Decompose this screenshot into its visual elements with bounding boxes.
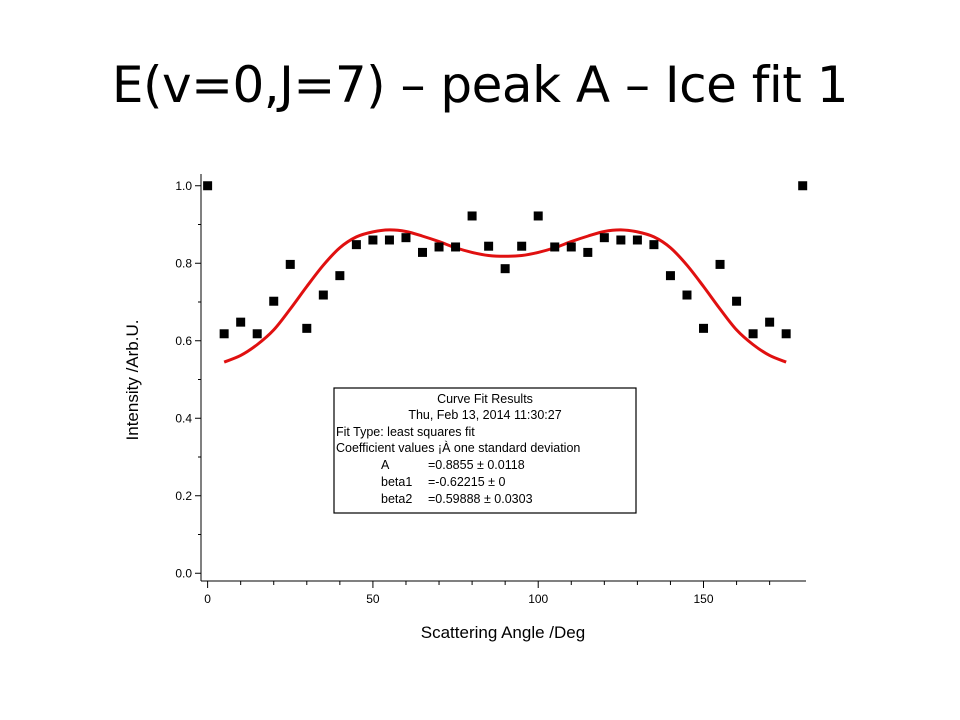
data-point — [384, 235, 394, 245]
data-point — [632, 235, 642, 245]
y-tick-label: 0.2 — [175, 489, 192, 503]
coef-beta1-name: beta1 — [381, 475, 412, 489]
data-point — [781, 329, 791, 339]
y-tick-label: 0.4 — [175, 411, 192, 425]
data-point — [616, 235, 626, 245]
coef-beta2-name: beta2 — [381, 492, 412, 506]
slide-title: E(v=0,J=7) – peak A – Ice fit 1 — [111, 56, 849, 114]
curve-fit-timestamp: Thu, Feb 13, 2014 11:30:27 — [408, 408, 561, 422]
data-point — [682, 290, 692, 300]
y-axis-title: Intensity /Arb.U. — [123, 320, 142, 441]
data-point — [219, 329, 229, 339]
x-tick-label: 50 — [366, 592, 380, 606]
data-point — [368, 235, 378, 245]
data-point — [550, 242, 560, 252]
data-point — [285, 259, 295, 269]
data-point — [351, 240, 361, 250]
data-point — [715, 259, 725, 269]
data-point — [665, 271, 675, 281]
data-point — [533, 211, 543, 221]
data-point — [269, 296, 279, 306]
data-point — [649, 240, 659, 250]
y-tick-label: 0.6 — [175, 334, 192, 348]
curve-fit-coefficient-header: Coefficient values ¡À one standard devia… — [336, 440, 580, 455]
curve-fit-title: Curve Fit Results — [437, 392, 533, 406]
coef-a-name: A — [381, 458, 390, 472]
coef-beta1-value: =-0.62215 ± 0 — [428, 475, 505, 489]
data-point — [335, 271, 345, 281]
data-point — [318, 290, 328, 300]
data-point — [467, 211, 477, 221]
data-point — [302, 323, 312, 333]
data-point — [748, 329, 758, 339]
data-point — [434, 242, 444, 252]
data-point — [252, 329, 262, 339]
coef-a-value: =0.8855 ± 0.0118 — [428, 458, 525, 472]
data-point — [401, 233, 411, 243]
data-point — [203, 181, 213, 191]
data-point — [236, 317, 246, 327]
data-point — [732, 296, 742, 306]
fit-curve-line — [223, 228, 787, 364]
data-point — [566, 242, 576, 252]
data-point — [798, 181, 808, 191]
y-tick-label: 0.8 — [175, 256, 192, 270]
curve-fit-results-box: Curve Fit Results Thu, Feb 13, 2014 11:3… — [333, 387, 637, 514]
curve-fit-type: Fit Type: least squares fit — [336, 425, 475, 439]
y-axis-ticks: 0.0 0.2 0.4 0.6 0.8 1.0 — [175, 179, 201, 580]
x-tick-label: 100 — [528, 592, 548, 606]
y-tick-label: 1.0 — [175, 179, 192, 193]
data-point — [484, 241, 494, 251]
data-point — [699, 323, 709, 333]
data-point — [418, 247, 428, 257]
data-point — [583, 247, 593, 257]
x-axis-title: Scattering Angle /Deg — [421, 623, 585, 642]
data-points — [203, 181, 808, 339]
data-point — [500, 264, 510, 274]
coef-beta2-value: =0.59888 ± 0.0303 — [428, 492, 533, 506]
data-point — [517, 241, 527, 251]
x-tick-label: 150 — [693, 592, 713, 606]
plot-area: 0.0 0.2 0.4 0.6 0.8 1.0 0 50 100 150 — [175, 174, 808, 606]
x-tick-label: 0 — [204, 592, 211, 606]
x-axis-ticks: 0 50 100 150 — [204, 581, 771, 606]
data-point — [599, 233, 609, 243]
curve-fit-results-frame — [333, 387, 637, 514]
data-point — [451, 242, 461, 252]
data-point — [765, 317, 775, 327]
y-tick-label: 0.0 — [175, 566, 192, 580]
